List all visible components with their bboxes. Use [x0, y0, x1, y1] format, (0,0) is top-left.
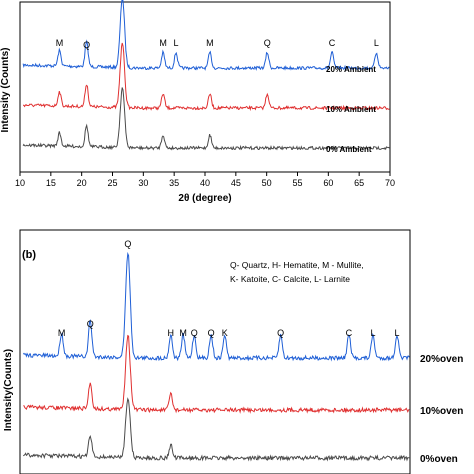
- peak-label: K: [222, 328, 228, 338]
- series-line-20-ambient: [22, 0, 390, 72]
- peak-label: C: [329, 38, 336, 48]
- peak-label: L: [394, 328, 399, 338]
- panel-a-x-axis-label: 2θ (degree): [178, 193, 231, 204]
- peak-label: L: [174, 38, 179, 48]
- series-line-10-oven: [23, 334, 410, 414]
- panel-a-series-labels: 20% Ambient 10% Ambient 0% Ambient: [326, 65, 376, 154]
- series-label: 0% Ambient: [326, 145, 372, 154]
- series-line-0-oven: [23, 397, 410, 462]
- x-tick-label: 60: [323, 178, 333, 188]
- x-tick-label: 65: [354, 178, 364, 188]
- peak-label: M: [159, 38, 167, 48]
- peak-label: M: [58, 328, 66, 338]
- x-tick-label: 40: [200, 178, 210, 188]
- panel-b-legend-line-1: Q- Quartz, H- Hematite, M - Mullite,: [230, 260, 364, 270]
- series-label: 0%oven: [420, 454, 458, 465]
- panel-a-y-axis-label: Intensity (Counts): [0, 48, 11, 133]
- peak-label: M: [56, 38, 64, 48]
- panel-a-x-ticks: 10 15 20 25 30 35 40 45 50 55 60 65 70: [15, 172, 395, 188]
- peak-label: Q: [83, 40, 90, 50]
- series-line-10-ambient: [22, 42, 390, 112]
- x-tick-label: 20: [77, 178, 87, 188]
- panel-b: (b) Q- Quartz, H- Hematite, M - Mullite,…: [3, 229, 463, 474]
- series-line-0-ambient: [22, 87, 390, 151]
- panel-a-series: [22, 0, 390, 151]
- peak-label: C: [346, 328, 353, 338]
- x-tick-label: 25: [107, 178, 117, 188]
- series-label: 20% Ambient: [326, 65, 376, 74]
- peak-label: Q: [124, 239, 131, 249]
- x-tick-label: 30: [138, 178, 148, 188]
- series-label: 10%oven: [420, 406, 463, 417]
- panel-b-label: (b): [22, 249, 36, 261]
- peak-label: M: [179, 328, 187, 338]
- x-tick-label: 10: [15, 178, 25, 188]
- series-label: 10% Ambient: [326, 105, 376, 114]
- panel-b-y-axis-label: Intensity(Counts): [3, 349, 14, 431]
- x-tick-label: 45: [231, 178, 241, 188]
- peak-label: H: [168, 328, 175, 338]
- panel-b-frame: [19, 229, 411, 474]
- peak-label: Q: [191, 328, 198, 338]
- peak-label: Q: [277, 328, 284, 338]
- panel-b-legend-line-2: K- Katoite, C- Calcite, L- Larnite: [230, 274, 350, 284]
- peak-label: Q: [208, 328, 215, 338]
- x-tick-label: 55: [292, 178, 302, 188]
- x-tick-label: 50: [262, 178, 272, 188]
- x-tick-label: 35: [169, 178, 179, 188]
- series-line-20-oven: [22, 251, 410, 362]
- peak-label: Q: [264, 38, 271, 48]
- peak-label: M: [206, 38, 214, 48]
- peak-label: L: [370, 328, 375, 338]
- panel-b-series: [22, 251, 410, 462]
- peak-label: Q: [87, 319, 94, 329]
- x-tick-label: 70: [385, 178, 395, 188]
- series-label: 20%oven: [420, 354, 463, 365]
- panel-b-series-labels: 20%oven 10%oven 0%oven: [420, 354, 463, 465]
- x-tick-label: 15: [46, 178, 56, 188]
- peak-label: L: [374, 38, 379, 48]
